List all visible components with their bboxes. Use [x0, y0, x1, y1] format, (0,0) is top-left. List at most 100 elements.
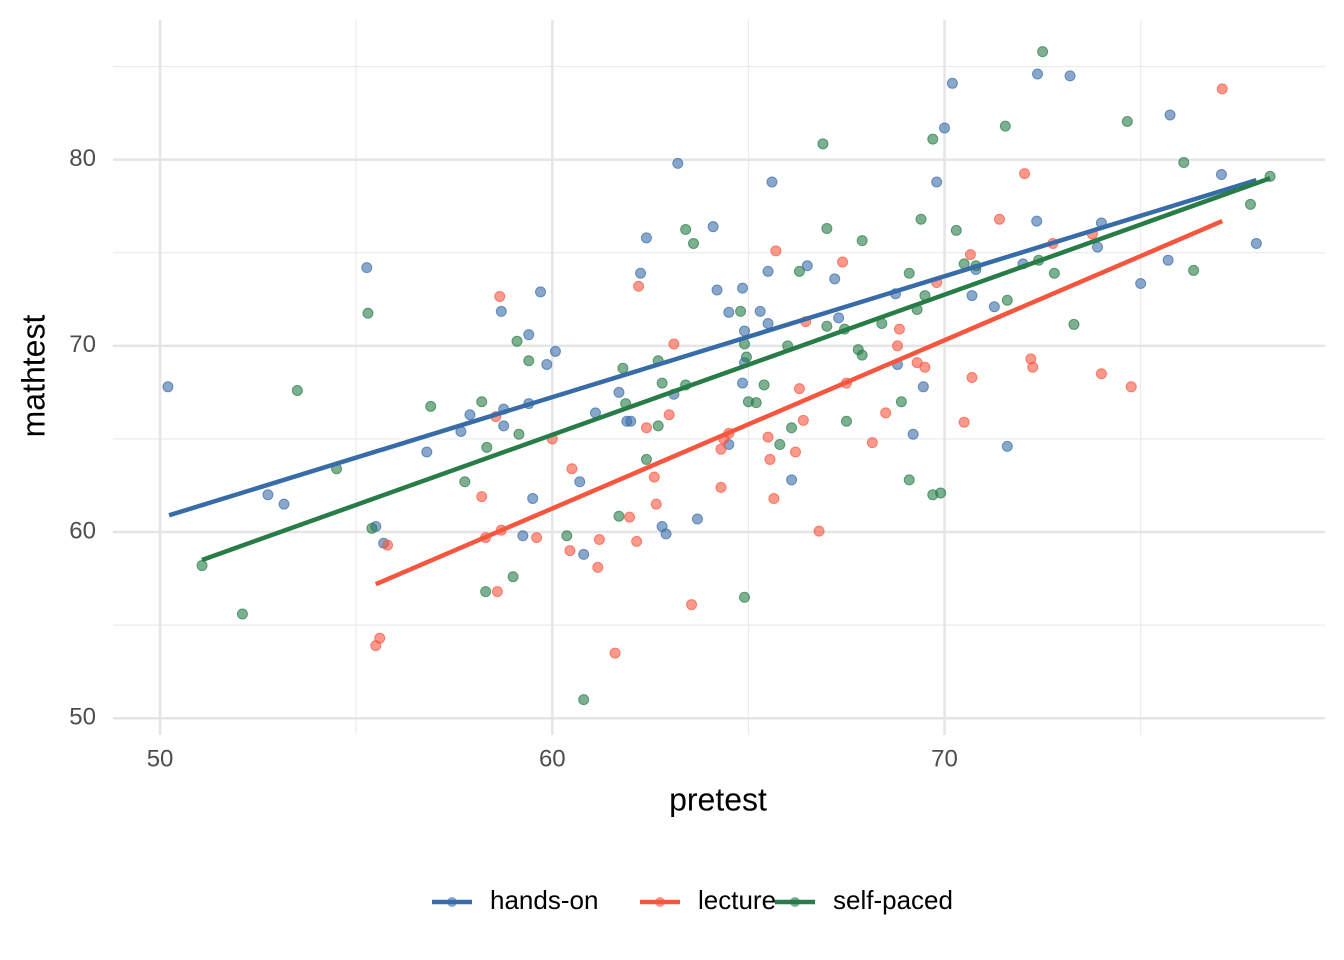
y-tick-label: 60: [69, 517, 96, 544]
point: [707, 221, 719, 233]
point: [1164, 109, 1176, 121]
point: [656, 377, 668, 389]
point: [640, 232, 652, 244]
point: [801, 260, 813, 272]
y-axis-title: mathtest: [15, 315, 51, 438]
point: [737, 282, 749, 294]
legend-label: self-paced: [833, 885, 953, 915]
point: [964, 249, 976, 261]
point: [715, 443, 727, 455]
point: [1095, 368, 1107, 380]
point: [946, 77, 958, 89]
point: [481, 441, 493, 453]
point: [770, 245, 782, 257]
x-tick-label: 70: [931, 745, 958, 772]
point: [549, 345, 561, 357]
point: [999, 120, 1011, 132]
point: [988, 301, 1000, 313]
point: [640, 422, 652, 434]
point: [476, 396, 488, 408]
point: [660, 528, 672, 540]
point: [592, 561, 604, 573]
point: [633, 280, 645, 292]
point: [513, 428, 525, 440]
point: [917, 381, 929, 393]
point: [1215, 169, 1227, 181]
point: [1135, 277, 1147, 289]
point: [668, 338, 680, 350]
point: [613, 510, 625, 522]
point: [652, 420, 664, 432]
y-tick-label: 80: [69, 145, 96, 172]
point: [361, 262, 373, 274]
point: [723, 306, 735, 318]
point: [1068, 318, 1080, 330]
point: [686, 599, 698, 611]
point: [593, 533, 605, 545]
point: [1216, 83, 1228, 95]
point: [856, 235, 868, 247]
point: [617, 362, 629, 374]
point: [738, 325, 750, 337]
point: [624, 511, 636, 523]
point: [895, 396, 907, 408]
point: [966, 290, 978, 302]
point: [1019, 168, 1031, 180]
point: [196, 560, 208, 572]
point: [162, 381, 174, 393]
point: [950, 224, 962, 236]
point: [737, 377, 749, 389]
point: [829, 273, 841, 285]
point: [495, 305, 507, 317]
point: [903, 267, 915, 279]
point: [491, 586, 503, 598]
point: [578, 548, 590, 560]
point: [840, 415, 852, 427]
point: [793, 383, 805, 395]
point: [609, 647, 621, 659]
point: [919, 361, 931, 373]
point: [1048, 267, 1060, 279]
point: [541, 358, 553, 370]
point: [789, 446, 801, 458]
point: [362, 307, 374, 319]
point: [527, 493, 539, 505]
point: [374, 632, 386, 644]
point: [758, 379, 770, 391]
point: [425, 400, 437, 412]
point: [278, 498, 290, 510]
point: [931, 176, 943, 188]
point: [764, 453, 776, 465]
fit-line: [201, 176, 1271, 563]
point: [691, 513, 703, 525]
point: [766, 176, 778, 188]
point: [711, 284, 723, 296]
point: [511, 335, 523, 347]
legend-key-point: [655, 897, 665, 907]
point: [735, 305, 747, 317]
y-tick-label: 70: [69, 331, 96, 358]
point: [1092, 241, 1104, 253]
point: [935, 487, 947, 499]
point: [1178, 156, 1190, 168]
point: [648, 471, 660, 483]
point: [786, 422, 798, 434]
x-tick-label: 60: [539, 745, 566, 772]
legend-label: lecture: [698, 885, 776, 915]
point: [866, 437, 878, 449]
point: [1031, 215, 1043, 227]
legend-key-point: [447, 897, 457, 907]
point: [680, 223, 692, 235]
point: [754, 305, 766, 317]
point: [517, 530, 529, 542]
point: [793, 265, 805, 277]
point: [903, 474, 915, 486]
point: [880, 407, 892, 419]
point: [738, 591, 750, 603]
point: [480, 586, 492, 598]
point: [821, 223, 833, 235]
point: [750, 397, 762, 409]
point: [291, 385, 303, 397]
point: [531, 532, 543, 544]
